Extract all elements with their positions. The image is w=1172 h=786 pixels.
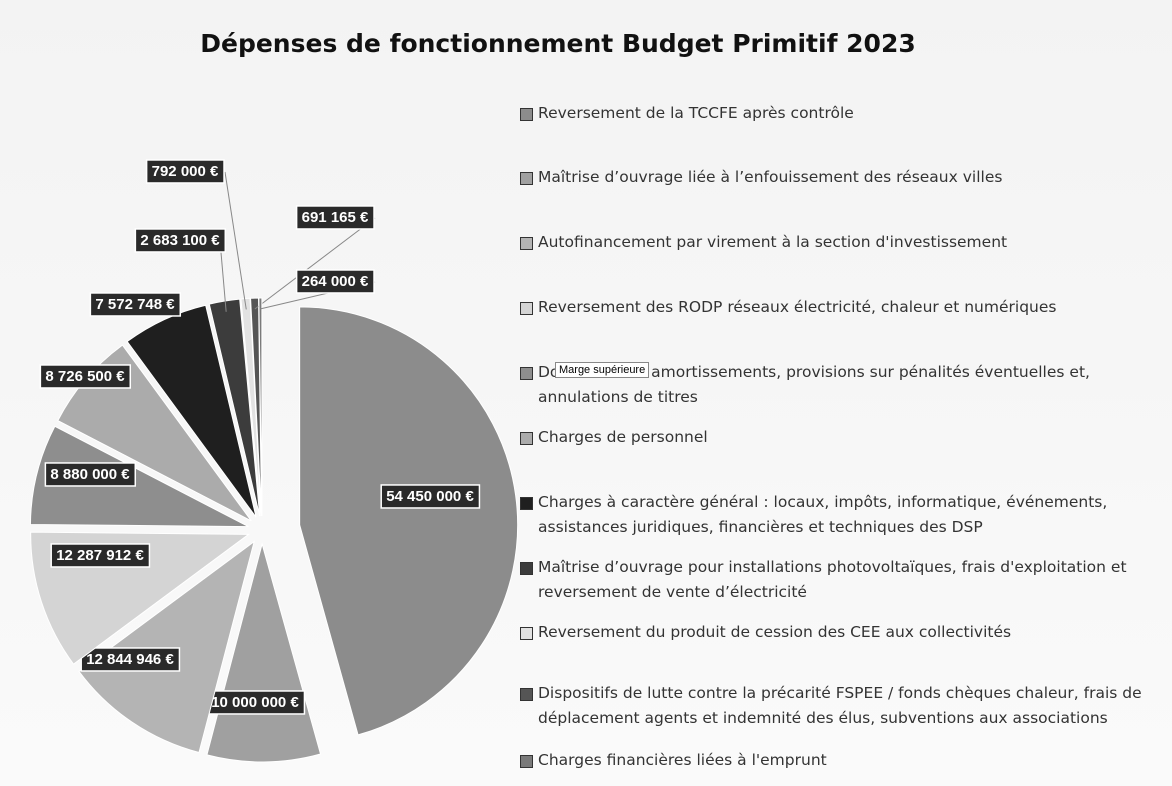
legend-entry: Charges de personnel (520, 425, 1172, 450)
leader-line (254, 217, 376, 310)
data-label: 12 844 946 € (86, 651, 174, 668)
legend-label: Dotations aux amortissements, provisions… (538, 363, 1090, 406)
label-box (50, 543, 151, 568)
legend-entry: Reversement de la TCCFE après contrôle (520, 101, 1172, 126)
legend-entry: Dispositifs de lutte contre la précarité… (520, 681, 1172, 731)
label-box (89, 292, 182, 317)
leader-line (219, 240, 227, 312)
data-label: 792 000 € (152, 163, 219, 180)
pie-slice (78, 540, 256, 754)
tooltip: Marge supérieure (555, 362, 650, 378)
legend-swatch (520, 497, 533, 510)
legend-swatch (520, 302, 533, 315)
legend-label: Charges financières liées à l'emprunt (538, 751, 827, 769)
legend-entry: Reversement du produit de cession des CE… (520, 620, 1172, 645)
label-box (380, 484, 481, 509)
legend-swatch (520, 108, 533, 121)
data-label: 7 572 748 € (95, 296, 175, 313)
data-label: 2 683 100 € (140, 232, 220, 249)
legend-label: Maîtrise d’ouvrage liée à l’enfouissemen… (538, 168, 1003, 186)
legend-swatch (520, 562, 533, 575)
data-label: 8 880 000 € (50, 466, 130, 483)
legend-swatch (520, 237, 533, 250)
legend-label: Reversement du produit de cession des CE… (538, 623, 1012, 641)
label-box (145, 159, 225, 184)
data-label: 691 165 € (302, 209, 369, 226)
label-box (134, 228, 227, 253)
pie-slice (258, 297, 263, 517)
legend-entry: Reversement des RODP réseaux électricité… (520, 295, 1172, 320)
data-label: 12 287 912 € (56, 547, 144, 564)
legend-entry: Charges à caractère général : locaux, im… (520, 490, 1172, 540)
legend-swatch (520, 172, 533, 185)
data-label: 10 000 000 € (211, 694, 299, 711)
pie-slice (29, 425, 249, 528)
legend-entry: Charges financières liées à l'emprunt (520, 748, 1172, 773)
pie-slice (208, 298, 261, 517)
label-box (39, 364, 132, 389)
legend-swatch (520, 755, 533, 768)
legend-label: Autofinancement par virement à la sectio… (538, 233, 1008, 251)
legend-entry: Maîtrise d’ouvrage pour installations ph… (520, 555, 1172, 605)
legend-label: Reversement des RODP réseaux électricité… (538, 298, 1057, 316)
legend-swatch (520, 688, 533, 701)
label-box (80, 647, 181, 672)
legend-label: Charges de personnel (538, 428, 708, 446)
label-box (295, 269, 375, 294)
pie-slice (126, 304, 257, 518)
legend-label: Charges à caractère général : locaux, im… (538, 493, 1108, 536)
label-box (44, 462, 137, 487)
leader-line (224, 171, 247, 310)
legend-label: Dispositifs de lutte contre la précarité… (538, 684, 1142, 727)
legend-entry: Autofinancement par virement à la sectio… (520, 230, 1172, 255)
legend-label: Maîtrise d’ouvrage pour installations ph… (538, 558, 1127, 601)
data-label: 8 726 500 € (45, 368, 125, 385)
chart-title: Dépenses de fonctionnement Budget Primit… (200, 29, 915, 58)
label-box (295, 205, 375, 230)
legend-swatch (520, 367, 533, 380)
legend-swatch (520, 627, 533, 640)
pie-slice (240, 297, 262, 517)
data-label: 264 000 € (302, 273, 369, 290)
data-label: 54 450 000 € (386, 488, 474, 505)
legend-entry: Maîtrise d’ouvrage liée à l’enfouissemen… (520, 165, 1172, 190)
legend-entry: Dotations aux amortissements, provisions… (520, 360, 1172, 410)
pie-slice (299, 306, 519, 736)
legend-label: Reversement de la TCCFE après contrôle (538, 104, 854, 122)
legend-swatch (520, 432, 533, 445)
